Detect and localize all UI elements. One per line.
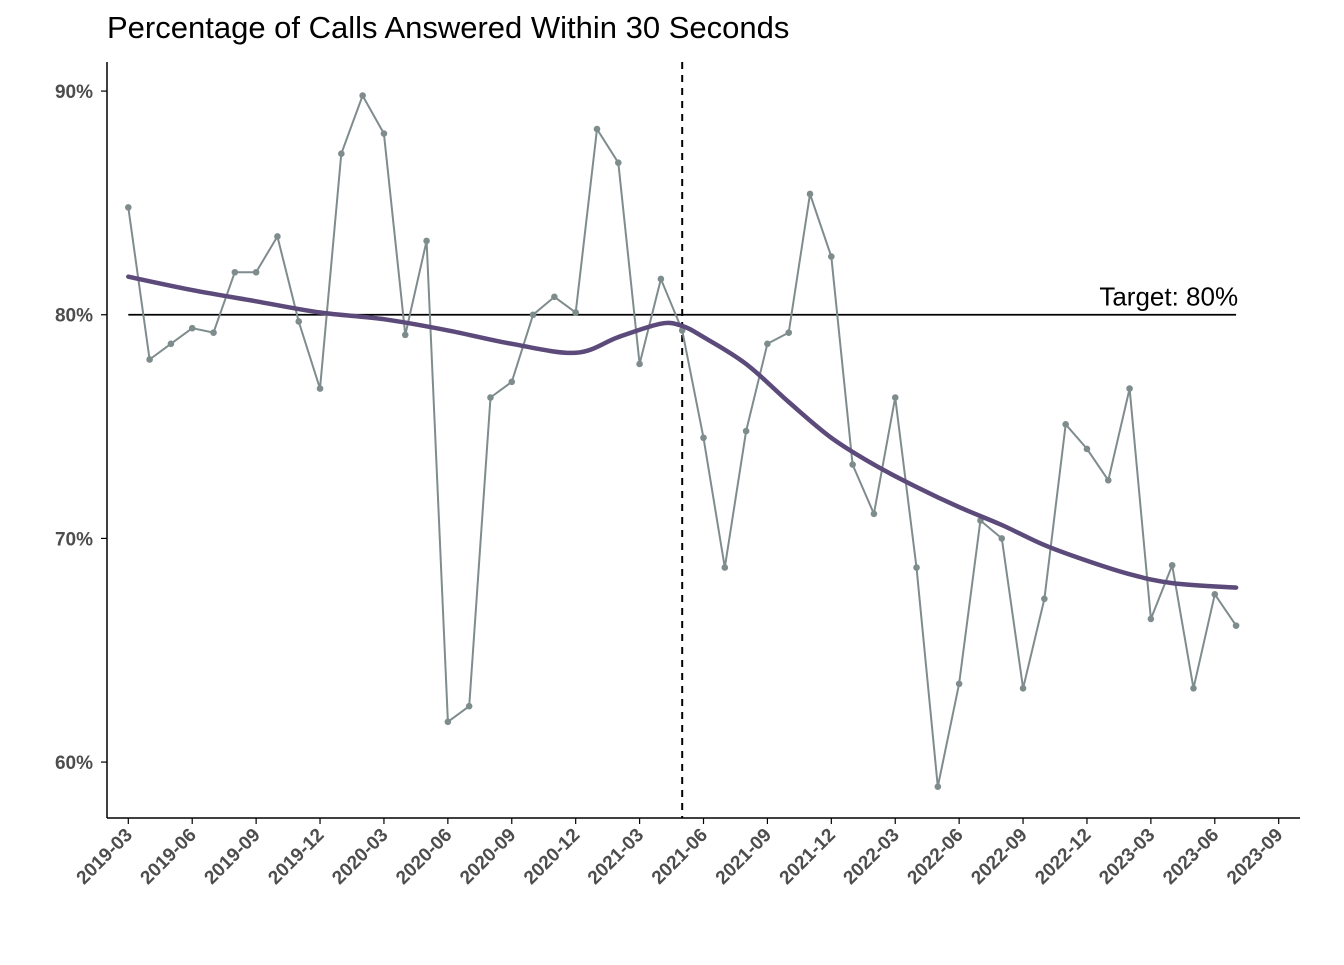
x-tick-label: 2023-09 [1223, 825, 1287, 889]
data-point [401, 331, 409, 339]
x-tick-label: 2023-03 [1095, 825, 1159, 889]
x-tick-label: 2019-12 [264, 825, 328, 889]
data-point [1211, 591, 1219, 598]
data-point [316, 385, 324, 392]
data-point [465, 702, 473, 710]
data-point [252, 268, 260, 276]
data-point [231, 268, 239, 276]
x-tick-label: 2021-09 [712, 825, 776, 889]
x-tick-label: 2021-06 [648, 825, 712, 889]
data-point [764, 340, 771, 348]
data-point [891, 394, 899, 401]
x-tick-label: 2021-12 [776, 825, 840, 889]
data-point [785, 329, 793, 336]
y-tick-label: 80% [55, 306, 93, 327]
data-point [870, 510, 878, 518]
x-tick-label: 2020-09 [456, 825, 520, 889]
y-tick-label: 60% [55, 753, 93, 774]
data-point [1104, 476, 1112, 484]
x-tick-label: 2019-03 [73, 825, 137, 889]
data-point [1168, 561, 1176, 569]
data-point [529, 311, 537, 319]
chart-title: Percentage of Calls Answered Within 30 S… [107, 10, 790, 45]
data-point [359, 92, 366, 99]
y-tick-label: 90% [55, 82, 93, 103]
data-point [849, 461, 856, 468]
data-point [934, 783, 942, 790]
data-point [828, 253, 835, 260]
data-point [338, 150, 345, 158]
data-point [125, 204, 132, 211]
data-point [508, 378, 516, 386]
data-point [444, 718, 452, 726]
data-point [636, 360, 643, 368]
data-point [487, 394, 494, 401]
data-point [146, 356, 153, 363]
trend-line [126, 274, 1239, 590]
x-tick-label: 2022-06 [904, 825, 968, 889]
data-point [1083, 445, 1091, 453]
data-point [742, 427, 750, 435]
data-point [423, 237, 430, 245]
x-tick-label: 2023-06 [1159, 825, 1223, 889]
data-point [1062, 421, 1069, 428]
x-tick-label: 2019-09 [201, 825, 265, 889]
target-label: Target: 80% [1099, 282, 1238, 312]
data-point [593, 125, 601, 133]
data-point [700, 434, 707, 442]
x-tick-label: 2022-12 [1031, 825, 1095, 889]
x-tick-label: 2020-06 [392, 825, 456, 889]
data-point [1041, 595, 1048, 603]
data-point [380, 130, 388, 137]
data-point [210, 329, 217, 336]
y-tick-label: 70% [55, 529, 93, 550]
data-point [551, 293, 558, 301]
data-point [955, 680, 963, 688]
data-point [614, 159, 622, 166]
x-tick-label: 2021-03 [584, 825, 648, 889]
x-tick-label: 2020-03 [328, 825, 392, 889]
data-point [572, 309, 579, 316]
data-point [1190, 684, 1197, 692]
data-point [295, 318, 303, 325]
data-point [657, 275, 665, 283]
data-point [1019, 684, 1027, 692]
data-point [1147, 615, 1155, 623]
x-tick-label: 2019-06 [137, 825, 201, 889]
x-tick-label: 2022-09 [967, 825, 1031, 889]
data-point [188, 324, 196, 332]
data-point [806, 190, 814, 198]
data-point [274, 233, 281, 240]
data-point [1126, 385, 1133, 392]
data-point [721, 564, 729, 571]
x-tick-label: 2022-03 [840, 825, 904, 889]
data-point [167, 340, 175, 348]
data-point [913, 564, 920, 571]
data-point [998, 535, 1006, 542]
data-point [1232, 622, 1240, 629]
x-tick-label: 2020-12 [520, 825, 584, 889]
